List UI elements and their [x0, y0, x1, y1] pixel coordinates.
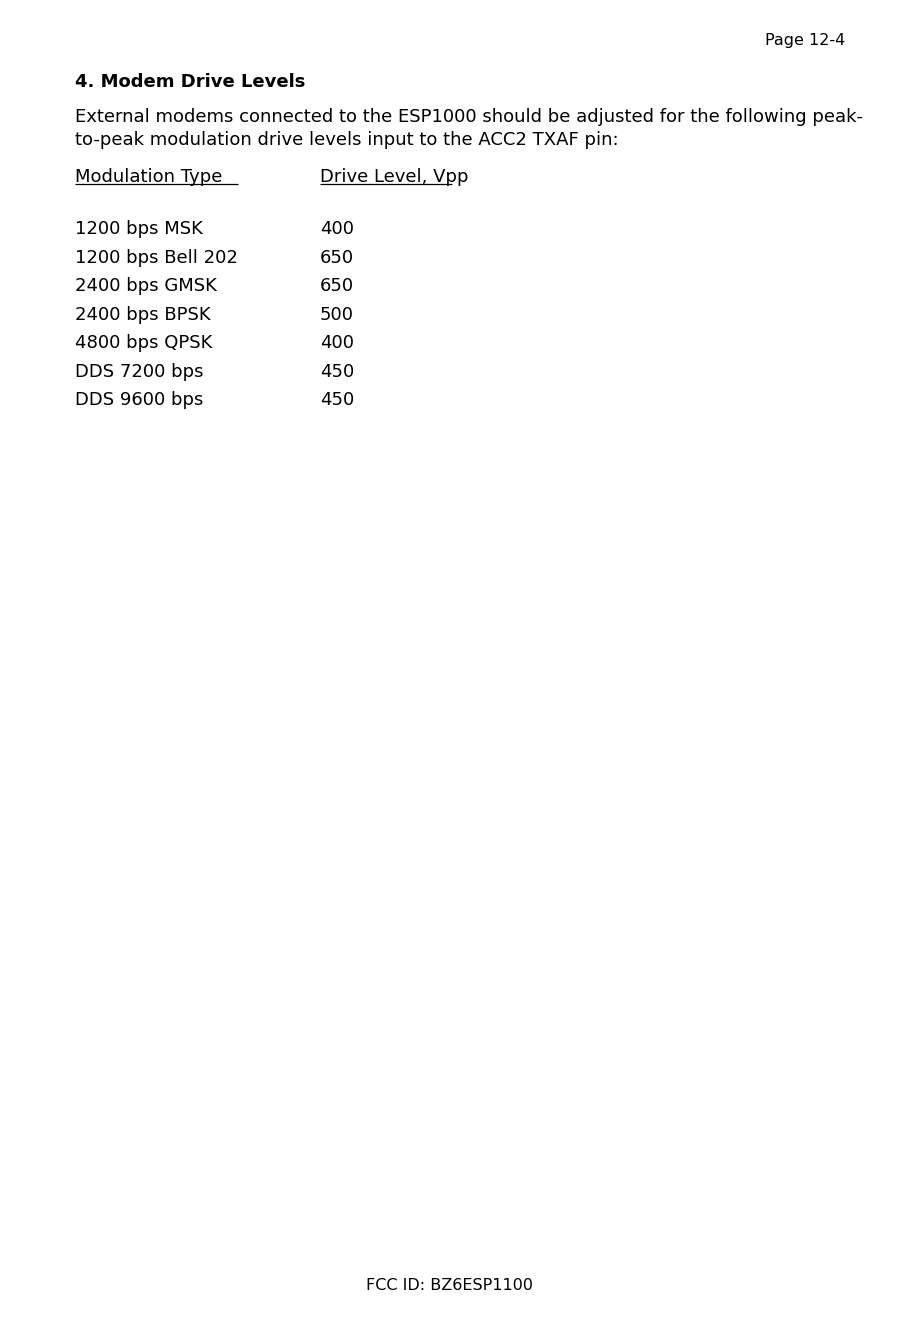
- Text: DDS 9600 bps: DDS 9600 bps: [75, 391, 203, 409]
- Text: Page 12-4: Page 12-4: [765, 33, 845, 48]
- Text: 650: 650: [320, 249, 354, 266]
- Text: to-peak modulation drive levels input to the ACC2 TXAF pin:: to-peak modulation drive levels input to…: [75, 131, 619, 149]
- Text: FCC ID: BZ6ESP1100: FCC ID: BZ6ESP1100: [366, 1278, 533, 1293]
- Text: 450: 450: [320, 363, 354, 380]
- Text: 1200 bps Bell 202: 1200 bps Bell 202: [75, 249, 238, 266]
- Text: 500: 500: [320, 305, 354, 324]
- Text: Drive Level, Vpp: Drive Level, Vpp: [320, 169, 468, 186]
- Text: External modems connected to the ESP1000 should be adjusted for the following pe: External modems connected to the ESP1000…: [75, 108, 863, 126]
- Text: 400: 400: [320, 219, 354, 238]
- Text: 450: 450: [320, 391, 354, 409]
- Text: 4800 bps QPSK: 4800 bps QPSK: [75, 334, 212, 352]
- Text: 400: 400: [320, 334, 354, 352]
- Text: 1200 bps MSK: 1200 bps MSK: [75, 219, 203, 238]
- Text: 650: 650: [320, 277, 354, 294]
- Text: 2400 bps BPSK: 2400 bps BPSK: [75, 305, 210, 324]
- Text: 4. Modem Drive Levels: 4. Modem Drive Levels: [75, 74, 306, 91]
- Text: Modulation Type: Modulation Type: [75, 169, 222, 186]
- Text: 2400 bps GMSK: 2400 bps GMSK: [75, 277, 217, 294]
- Text: DDS 7200 bps: DDS 7200 bps: [75, 363, 203, 380]
